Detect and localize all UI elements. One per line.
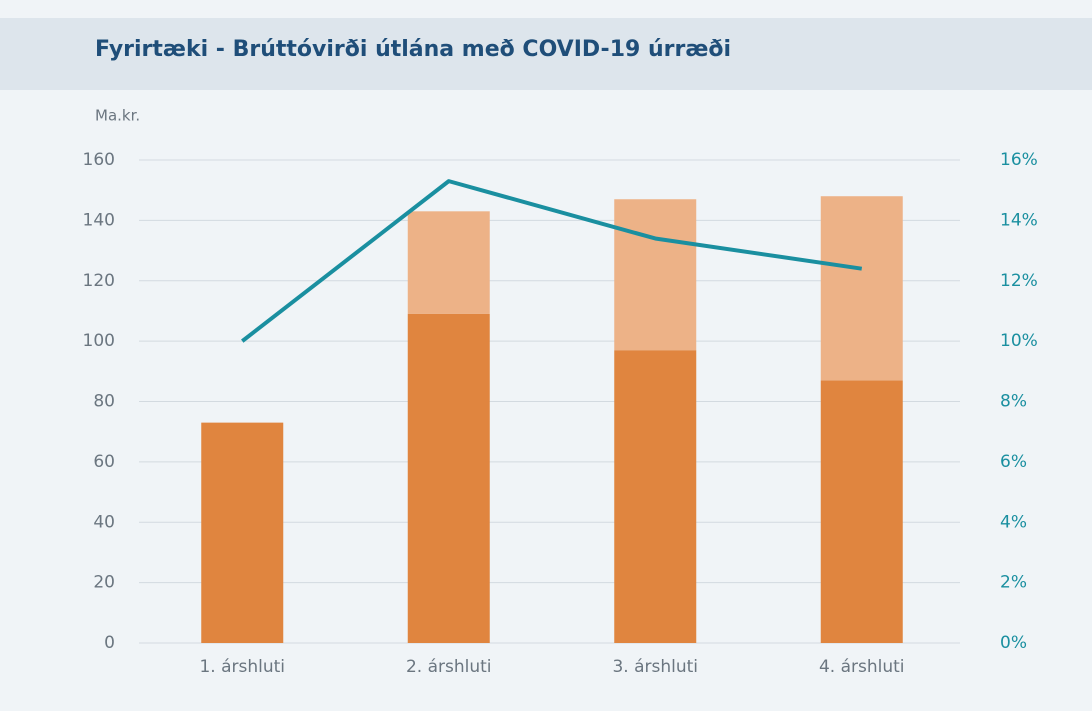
y2-tick-label: 10% (1000, 331, 1038, 351)
chart-title: Fyrirtæki - Brúttóvirði útlána með COVID… (95, 37, 731, 62)
y2-tick-label: 8% (1000, 392, 1027, 412)
bar (614, 350, 697, 643)
bar (820, 380, 903, 643)
y-tick-label: 140 (83, 210, 115, 230)
y-tick-label: 20 (93, 573, 115, 593)
y-tick-label: 120 (83, 271, 115, 291)
y2-tick-label: 0% (1000, 633, 1027, 653)
y2-tick-label: 4% (1000, 512, 1027, 532)
x-tick-label: 2. árshluti (406, 657, 492, 677)
y-tick-label: 0 (104, 633, 115, 653)
y2-tick-label: 14% (1000, 210, 1038, 230)
y-axis-label: Ma.kr. (95, 107, 140, 125)
bar (407, 211, 490, 314)
y-tick-label: 160 (83, 150, 115, 170)
x-tick-label: 1. árshluti (199, 657, 285, 677)
y-tick-label: 60 (93, 452, 115, 472)
header-band (0, 18, 1092, 90)
y-tick-label: 100 (83, 331, 115, 351)
y2-tick-label: 16% (1000, 150, 1038, 170)
y2-tick-label: 6% (1000, 452, 1027, 472)
x-tick-label: 4. árshluti (819, 657, 905, 677)
y-tick-label: 80 (93, 392, 115, 412)
y2-tick-label: 12% (1000, 271, 1038, 291)
y-tick-label: 40 (93, 512, 115, 532)
x-tick-label: 3. árshluti (612, 657, 698, 677)
bar (407, 313, 490, 643)
bar (201, 422, 284, 643)
bar (614, 199, 697, 351)
bar (820, 196, 903, 381)
y2-tick-label: 2% (1000, 573, 1027, 593)
line (241, 179, 863, 343)
